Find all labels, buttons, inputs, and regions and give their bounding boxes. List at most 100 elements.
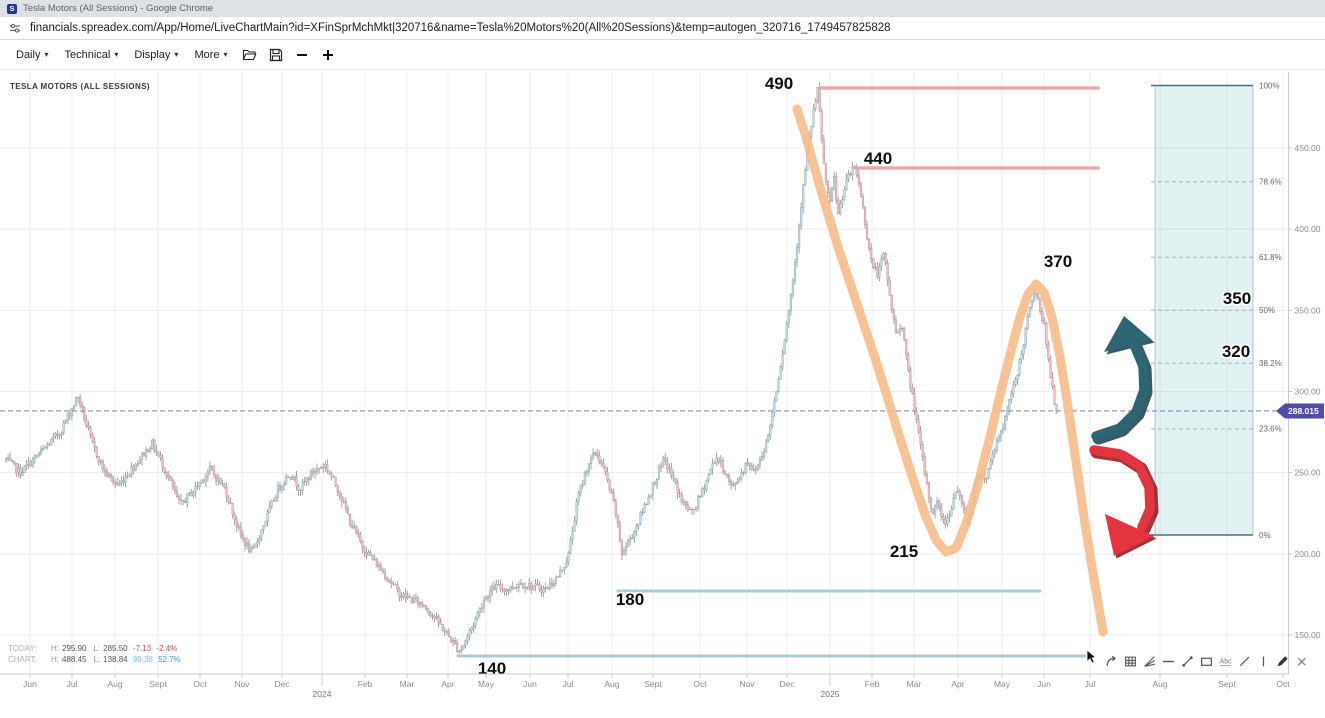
mouse-cursor [1086,649,1099,669]
text-tool-icon[interactable]: Abc [1218,654,1232,668]
price-tick-label: 450.00 [1295,143,1321,153]
freehand-curve[interactable] [792,104,1108,637]
save-chart-icon[interactable] [264,44,288,66]
time-tick-label: Jul [1085,679,1096,689]
menu-label: Daily [16,48,41,61]
window-titlebar: S Tesla Motors (All Sessions) - Google C… [0,0,1325,17]
time-tick-label: Aug [107,679,122,689]
menu-display[interactable]: Display ▾ [126,45,186,65]
time-tick-label: Jul [67,679,78,689]
chevron-down-icon: ▾ [223,49,228,59]
time-tick-label: Mar [907,679,922,689]
site-info-icon[interactable] [9,22,21,34]
annotation-label-180[interactable]: 180 [614,588,646,611]
url-text[interactable]: financials.spreadex.com/App/Home/LiveCha… [30,22,891,34]
fib-level-label: 100% [1259,81,1279,90]
url-bar[interactable]: financials.spreadex.com/App/Home/LiveCha… [0,17,1325,40]
drawing-toolbar: Abc [1104,654,1308,668]
fib-level-label: 38.2% [1259,359,1282,368]
menu-daily[interactable]: Daily ▾ [8,45,56,65]
grid-tool-icon[interactable] [1123,654,1137,668]
app-toolbar: Daily ▾ Technical ▾ Display ▾ More ▾ [0,40,1325,70]
rectangle-tool-icon[interactable] [1199,654,1213,668]
time-tick-label: Oct [193,679,207,689]
fib-level-label: 78.6% [1259,177,1282,186]
time-tick-label: 2024 [313,689,332,699]
horizontal-line-tool-icon[interactable] [1161,654,1175,668]
open-chart-icon[interactable] [238,44,262,66]
menu-technical[interactable]: Technical ▾ [56,45,126,65]
time-tick-label: May [478,679,495,689]
time-tick-label: May [994,679,1011,689]
fib-level-label: 23.6% [1259,425,1282,434]
fibonacci-zone[interactable]: 100% 78.6% 61.8% 50% 38.2% 23.6% 0% [1151,81,1282,540]
axes-layer: 450.00 400.00 350.00 300.00 250.00 200.00 150.… [0,72,1321,699]
time-tick-label: Apr [951,679,964,689]
diagonal-line-tool-icon[interactable] [1237,654,1251,668]
fib-level-label: 61.8% [1259,253,1282,262]
price-tick-label: 350.00 [1295,305,1321,315]
curved-arrow-tool-icon[interactable] [1104,654,1118,668]
annotation-label-320[interactable]: 320 [1220,340,1252,363]
annotation-labels[interactable]: 490 440 370 350 320 215 180 140 [476,72,1253,680]
menu-more[interactable]: More ▾ [186,45,235,65]
today-stats-row: TODAY: H: 295.90 L: 285.50 -7.13 -2.4% [8,644,178,653]
chevron-down-icon: ▾ [44,49,49,59]
menu-group: Daily ▾ Technical ▾ Display ▾ More ▾ [8,45,236,65]
time-tick-label: Apr [441,679,454,689]
time-tick-label: Feb [865,679,880,689]
time-tick-label: Sept [149,679,167,689]
zoom-in-icon[interactable] [316,44,340,66]
zoom-out-icon[interactable] [290,44,314,66]
price-tick-label: 300.00 [1295,386,1321,396]
fib-level-label: 50% [1259,306,1275,315]
menu-label: Display [134,48,171,61]
chevron-down-icon: ▾ [114,49,119,59]
current-price-value: 288.015 [1288,406,1319,416]
grid-layer [0,72,1289,674]
time-tick-label: Jun [523,679,537,689]
time-tick-label: Oct [1276,679,1290,689]
time-tick-label: Aug [604,679,619,689]
chart-stats-row: CHART: H: 488.45 L: 138.84 99.38 52.7% [8,655,181,664]
price-tick-label: 200.00 [1295,549,1321,559]
chart-canvas[interactable]: 100% 78.6% 61.8% 50% 38.2% 23.6% 0% 490 440 370 35… [0,70,1325,713]
pencil-tool-icon[interactable] [1275,654,1289,668]
time-tick-label: Sept [644,679,662,689]
menu-label: More [194,48,220,61]
price-tick-label: 400.00 [1295,224,1321,234]
time-tick-label: Mar [400,679,415,689]
time-tick-label: Feb [358,679,373,689]
vertical-line-tool-icon[interactable] [1256,654,1270,668]
time-tick-label: Jul [563,679,574,689]
annotation-label-370[interactable]: 370 [1042,250,1074,273]
price-tick-label: 150.00 [1295,630,1321,640]
time-tick-label: Aug [1152,679,1167,689]
svg-text:Abc: Abc [1219,658,1231,665]
drawn-lines-layer[interactable] [456,86,1100,658]
close-tool-icon[interactable] [1294,654,1308,668]
time-tick-label: 2025 [821,689,840,699]
time-tick-label: Oct [693,679,707,689]
price-tick-label: 250.00 [1295,468,1321,478]
current-price-badge: 288.015 [1276,403,1324,419]
annotation-label-215[interactable]: 215 [888,540,920,563]
down-arrow[interactable] [1089,445,1159,559]
annotation-label-490[interactable]: 490 [763,72,795,95]
window-title: Tesla Motors (All Sessions) - Google Chr… [23,3,214,14]
fan-lines-tool-icon[interactable] [1142,654,1156,668]
chevron-down-icon: ▾ [174,49,179,59]
price-chart-svg[interactable]: 100% 78.6% 61.8% 50% 38.2% 23.6% 0% 490 440 370 35… [0,70,1325,713]
time-tick-label: Sept [1218,679,1236,689]
chart-symbol-label: TESLA MOTORS (ALL SESSIONS) [10,82,150,91]
fib-level-label: 0% [1259,531,1271,540]
up-arrow[interactable] [1091,316,1155,445]
annotation-label-440[interactable]: 440 [862,147,894,170]
chart-stats: TODAY: H: 295.90 L: 285.50 -7.13 -2.4% CHART… [8,643,184,665]
trendline-tool-icon[interactable] [1180,654,1194,668]
annotation-label-140[interactable]: 140 [476,657,508,680]
time-tick-label: Jun [1037,679,1051,689]
annotation-label-350[interactable]: 350 [1221,287,1253,310]
time-tick-label: Nov [234,679,250,689]
time-tick-label: Nov [739,679,755,689]
